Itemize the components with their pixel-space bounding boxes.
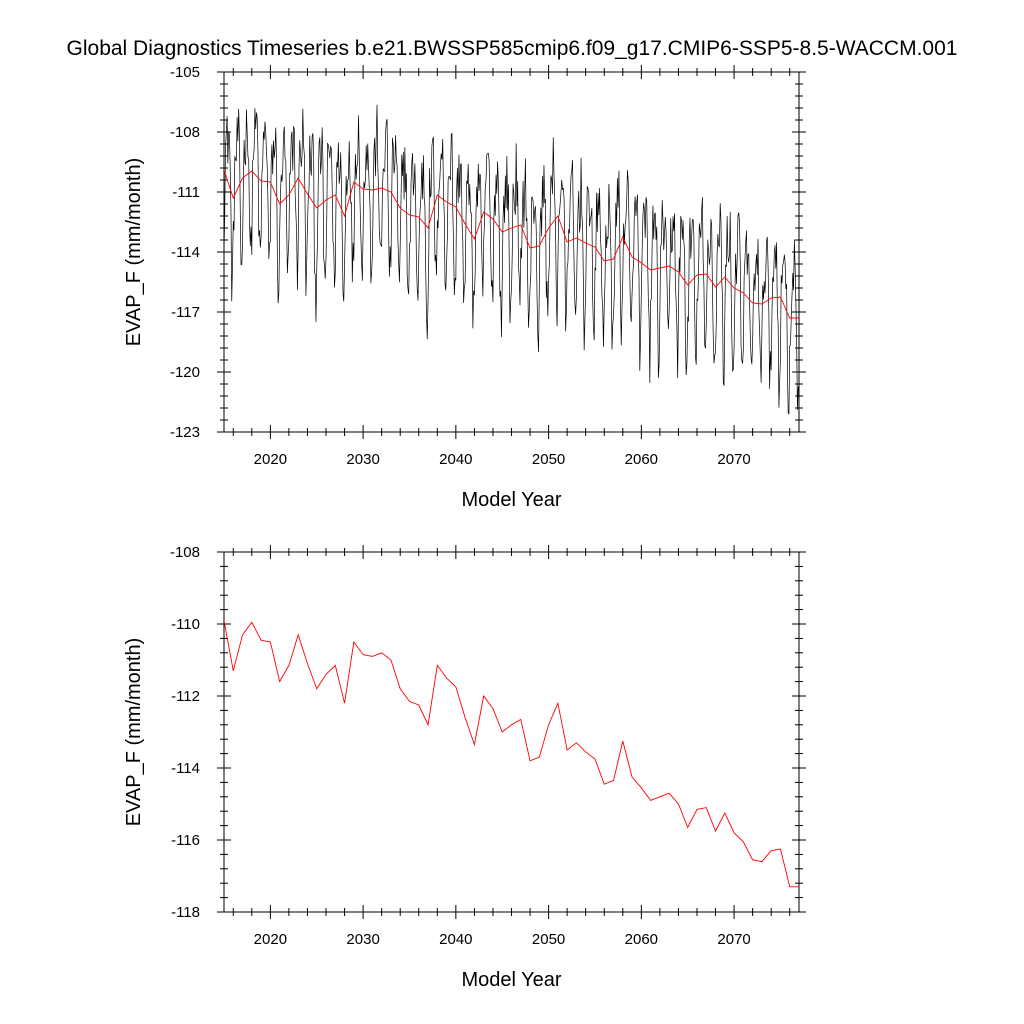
plot-frame: [223, 551, 800, 913]
x-tick-label: 2020: [254, 931, 287, 948]
y-tick-label: -112: [171, 688, 200, 705]
x-tick-label: 2040: [439, 931, 472, 948]
y-tick-label: -105: [170, 64, 200, 81]
x-tick-label: 2050: [532, 931, 565, 948]
y-tick-label: -123: [170, 424, 200, 441]
x-tick-labels: 2020 2030 2040 2050 2060 2070: [254, 931, 751, 948]
chart-title: Global Diagnostics Timeseries b.e21.BWSS…: [67, 37, 958, 60]
x-axis-title: Model Year: [461, 489, 561, 511]
monthly-series-line: [224, 104, 799, 415]
x-tick-label: 2020: [254, 451, 287, 468]
y-tick-label: -114: [171, 760, 200, 777]
series-layer: [224, 620, 799, 888]
x-tick-label: 2030: [346, 931, 379, 948]
y-tick-label: -108: [170, 124, 200, 141]
x-tick-label: 2050: [532, 451, 565, 468]
y-tick-label: -110: [171, 616, 200, 633]
x-tick-label: 2070: [717, 931, 750, 948]
y-axis-title: EVAP_F (mm/month): [123, 638, 145, 827]
y-tick-label: -116: [171, 832, 200, 849]
x-tick-labels: 2020 2030 2040 2050 2060 2070: [254, 451, 751, 468]
annual-mean-line: [224, 620, 799, 888]
y-tick-label: -114: [171, 244, 200, 261]
x-tick-label: 2070: [717, 451, 750, 468]
x-tick-label: 2060: [625, 451, 658, 468]
top-panel: -105 -108 -111 -114 -117 -120 -123 2020 2030 204…: [123, 64, 806, 511]
y-tick-labels: -105 -108 -111 -114 -117 -120 -123: [170, 64, 200, 441]
y-tick-label: -111: [172, 184, 200, 201]
x-axis-title: Model Year: [461, 969, 561, 991]
bottom-panel: -108 -110 -112 -114 -116 -118 2020 2030 2040 205…: [123, 544, 806, 991]
y-tick-label: -117: [171, 304, 200, 321]
y-tick-label: -120: [170, 364, 200, 381]
plot-frame: [223, 71, 800, 433]
y-tick-label: -118: [171, 904, 200, 921]
y-tick-label: -108: [170, 544, 200, 561]
x-tick-label: 2030: [346, 451, 379, 468]
y-axis-title: EVAP_F (mm/month): [123, 158, 145, 347]
annual-mean-line: [224, 169, 799, 319]
x-tick-label: 2040: [439, 451, 472, 468]
y-tick-labels: -108 -110 -112 -114 -116 -118: [170, 544, 200, 921]
series-layer: [224, 104, 799, 415]
x-tick-label: 2060: [625, 931, 658, 948]
tick-marks: [217, 65, 806, 439]
tick-marks: [217, 545, 806, 919]
